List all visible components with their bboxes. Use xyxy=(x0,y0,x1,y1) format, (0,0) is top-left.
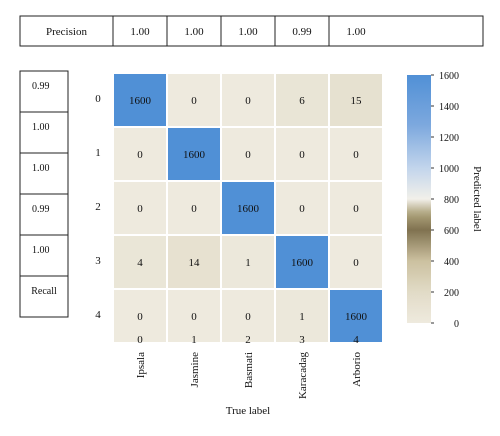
cell-value-label: 1600 xyxy=(345,311,368,323)
precision-value: 0.99 xyxy=(292,26,312,38)
cell-value-label: 1600 xyxy=(237,203,260,215)
cell-value-label: 0 xyxy=(245,95,251,107)
colorbar-tick-label: 800 xyxy=(444,195,459,206)
cell-value-label: 0 xyxy=(137,203,143,215)
cell-value-label: 4 xyxy=(137,257,143,269)
precision-label: Precision xyxy=(46,26,87,38)
cell-value-label: 15 xyxy=(351,95,363,107)
heatmap-cell xyxy=(168,74,220,126)
row-tick-label: 4 xyxy=(95,309,101,321)
colorbar-tick-label: 1600 xyxy=(439,71,459,82)
colorbar-tick-label: 400 xyxy=(444,257,459,268)
heatmap-cell xyxy=(276,74,328,126)
recall-label: Recall xyxy=(31,286,57,297)
precision-value: 1.00 xyxy=(184,26,204,38)
precision-value: 1.00 xyxy=(238,26,258,38)
heatmap-cell xyxy=(222,128,274,180)
column-tick-label: 1 xyxy=(191,334,197,346)
column-tick-label: 4 xyxy=(353,334,359,346)
cell-value-label: 0 xyxy=(299,149,305,161)
column-name-label: Karacadag xyxy=(297,352,309,400)
cell-value-label: 1600 xyxy=(291,257,314,269)
heatmap-cell xyxy=(222,290,274,342)
recall-value: 1.00 xyxy=(32,122,50,133)
cell-value-label: 0 xyxy=(191,95,197,107)
heatmap-cell xyxy=(168,128,220,180)
heatmap-cell xyxy=(330,74,382,126)
column-tick-label: 3 xyxy=(299,334,305,346)
heatmap-cell xyxy=(114,236,166,288)
colorbar-tick-label: 200 xyxy=(444,288,459,299)
recall-value: 0.99 xyxy=(32,81,50,92)
colorbar-tick-label: 1400 xyxy=(439,102,459,113)
cell-value-label: 0 xyxy=(299,203,305,215)
cell-value-label: 0 xyxy=(353,203,359,215)
colorbar-tick-label: 600 xyxy=(444,226,459,237)
precision-value: 1.00 xyxy=(346,26,366,38)
heatmap-cell xyxy=(222,182,274,234)
heatmap-cell xyxy=(276,182,328,234)
heatmap-cell xyxy=(114,128,166,180)
cell-value-label: 6 xyxy=(299,95,305,107)
cell-value-label: 0 xyxy=(353,149,359,161)
column-name-label: Arborio xyxy=(351,352,363,387)
column-tick-label: 2 xyxy=(245,334,251,346)
heatmap-cell xyxy=(114,290,166,342)
heatmap-cell xyxy=(276,290,328,342)
precision-table xyxy=(19,15,484,47)
colorbar-tick-label: 0 xyxy=(454,319,459,330)
colorbar-label: Predicted label xyxy=(471,166,483,232)
cell-value-label: 1 xyxy=(299,311,305,323)
cell-value-label: 1 xyxy=(245,257,251,269)
cell-value-label: 0 xyxy=(137,311,143,323)
column-tick-label: 0 xyxy=(137,334,143,346)
recall-value: 1.00 xyxy=(32,245,50,256)
colorbar-tick-label: 1000 xyxy=(439,164,459,175)
heatmap-cell xyxy=(222,236,274,288)
cell-value-label: 1600 xyxy=(183,149,206,161)
heatmap-cell xyxy=(330,128,382,180)
row-tick-label: 3 xyxy=(95,255,101,267)
recall-value: 1.00 xyxy=(32,163,50,174)
row-tick-label: 0 xyxy=(95,93,101,105)
heatmap-cell xyxy=(168,236,220,288)
recall-value: 0.99 xyxy=(32,204,50,215)
heatmap-cell xyxy=(168,182,220,234)
row-tick-label: 2 xyxy=(95,201,101,213)
cell-value-label: 0 xyxy=(191,311,197,323)
heatmap-cell xyxy=(330,290,382,342)
column-name-label: Jasmine xyxy=(189,352,201,388)
cell-value-label: 0 xyxy=(245,311,251,323)
cell-value-label: 1600 xyxy=(129,95,152,107)
heatmap-cell xyxy=(330,182,382,234)
column-name-label: Basmati xyxy=(243,352,255,388)
colorbar-tick-label: 1200 xyxy=(439,133,459,144)
colorbar xyxy=(407,75,431,323)
cell-value-label: 0 xyxy=(137,149,143,161)
heatmap-cell xyxy=(168,290,220,342)
cell-value-label: 0 xyxy=(245,149,251,161)
cell-value-label: 0 xyxy=(353,257,359,269)
column-name-label: Ipsala xyxy=(135,352,147,378)
row-tick-label: 1 xyxy=(95,147,101,159)
heatmap-cell xyxy=(114,182,166,234)
cell-value-label: 14 xyxy=(189,257,201,269)
heatmap-cell xyxy=(114,74,166,126)
x-axis-label: True label xyxy=(226,405,271,417)
heatmap-cell xyxy=(330,236,382,288)
heatmap-cell xyxy=(222,74,274,126)
precision-value: 1.00 xyxy=(130,26,150,38)
heatmap-cell xyxy=(276,236,328,288)
heatmap-cell xyxy=(276,128,328,180)
cell-value-label: 0 xyxy=(191,203,197,215)
